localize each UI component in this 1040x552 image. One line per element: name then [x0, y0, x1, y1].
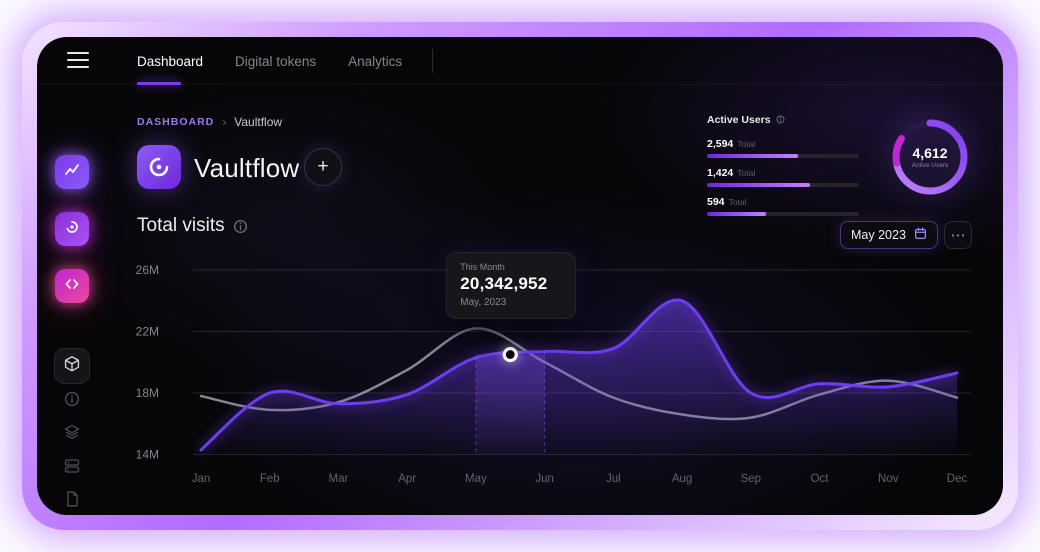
metric-label: Total: [737, 168, 756, 178]
date-range-button[interactable]: May 2023: [840, 221, 938, 249]
progress-track: [707, 183, 859, 187]
sidebar-item-storage[interactable]: [63, 457, 81, 475]
total-visits-label: Total visits: [137, 215, 225, 236]
tooltip-date: May, 2023: [460, 297, 507, 308]
y-axis-label: 26M: [136, 263, 159, 277]
active-users-row: 2,594 Total: [707, 138, 875, 158]
metric-value: 1,424: [707, 167, 734, 179]
chart-marker[interactable]: [502, 346, 518, 363]
breadcrumb: DASHBOARD › Vaultflow: [137, 115, 282, 129]
file-icon: [63, 491, 81, 512]
add-button[interactable]: +: [304, 148, 342, 186]
x-axis-label: Apr: [398, 473, 416, 485]
vaultflow-logo: [137, 145, 181, 189]
info-icon: [63, 391, 81, 412]
progress-track: [707, 154, 859, 158]
info-icon[interactable]: [776, 111, 785, 129]
topbar: Dashboard Digital tokens Analytics: [37, 37, 1003, 85]
x-axis-label: Sep: [741, 473, 761, 485]
code-icon: [64, 276, 80, 297]
tooltip-value: 20,342,952: [460, 274, 548, 293]
x-axis-label: Mar: [329, 473, 349, 485]
total-visits-heading: Total visits: [137, 215, 248, 237]
layers-icon: [63, 424, 81, 445]
tooltip-label: This Month: [460, 262, 505, 272]
sidebar-item-analytics[interactable]: [55, 155, 89, 189]
chart-tooltip: This Month 20,342,952 May, 2023: [446, 252, 577, 319]
x-axis-label: Jul: [606, 473, 621, 485]
progress-fill: [707, 212, 767, 216]
server-icon: [63, 459, 81, 479]
visits-chart-svg: 26M 22M 18M 14M Jan Feb Mar Apr May Jun Jul Aug Sep O…: [136, 263, 971, 485]
active-users-row: 1,424 Total: [707, 167, 875, 187]
y-axis-label: 18M: [136, 386, 159, 400]
active-users-title: Active Users: [707, 114, 771, 126]
series-current-area: [201, 299, 957, 455]
app-window: Dashboard Digital tokens Analytics: [37, 37, 1003, 515]
sidebar: [37, 85, 107, 515]
total-visits-chart: 26M 22M 18M 14M Jan Feb Mar Apr May Jun Jul Aug Sep O…: [97, 252, 977, 504]
x-axis-label: Jan: [192, 473, 211, 485]
x-axis-label: Aug: [672, 473, 692, 485]
sidebar-item-info[interactable]: [63, 390, 81, 408]
date-range-label: May 2023: [851, 228, 906, 242]
x-axis-label: Jun: [535, 473, 554, 485]
x-axis-label: Dec: [947, 473, 968, 485]
more-options-button[interactable]: ⋯: [944, 221, 972, 249]
sidebar-item-tokens[interactable]: [55, 212, 89, 246]
donut-label: Active Users: [911, 162, 949, 169]
tab-dashboard[interactable]: Dashboard: [137, 37, 203, 85]
x-axis-label: Feb: [260, 473, 280, 485]
y-axis-label: 22M: [136, 325, 159, 339]
x-axis-label: May: [465, 473, 487, 485]
info-icon[interactable]: [233, 219, 248, 234]
donut-value: 4,612: [912, 145, 948, 161]
nav-tabs: Dashboard Digital tokens Analytics: [137, 37, 402, 85]
series-current-line: [199, 298, 959, 452]
hamburger-menu-icon[interactable]: [67, 52, 89, 68]
active-users-donut: 4,612 Active Users: [888, 115, 972, 199]
metric-value: 594: [707, 196, 725, 208]
progress-track: [707, 212, 859, 216]
topbar-divider: [432, 49, 433, 73]
page-title: Vaultflow: [194, 153, 300, 183]
glow-frame: Dashboard Digital tokens Analytics: [22, 22, 1018, 530]
breadcrumb-current: Vaultflow: [234, 115, 283, 129]
chart-icon: [64, 162, 80, 183]
calendar-icon: [914, 227, 927, 243]
cube-icon: [63, 355, 81, 378]
active-users-panel: Active Users 2,594 Total 1,424 Total 594 To…: [707, 111, 875, 216]
progress-fill: [707, 183, 811, 187]
sidebar-item-layers[interactable]: [63, 423, 81, 441]
x-axis-label: Nov: [878, 473, 899, 485]
x-axis-label: Oct: [811, 473, 830, 485]
sidebar-item-documents[interactable]: [63, 490, 81, 508]
breadcrumb-dashboard[interactable]: DASHBOARD: [137, 116, 215, 128]
active-users-row: 594 Total: [707, 196, 875, 216]
fingerprint-icon: [64, 219, 80, 240]
progress-fill: [707, 154, 799, 158]
sidebar-item-products[interactable]: [54, 348, 90, 384]
breadcrumb-separator: ›: [222, 115, 227, 129]
metric-value: 2,594: [707, 138, 734, 150]
tab-analytics[interactable]: Analytics: [348, 53, 403, 69]
tab-digital-tokens[interactable]: Digital tokens: [235, 53, 317, 69]
y-axis-label: 14M: [136, 448, 159, 462]
metric-label: Total: [728, 197, 747, 207]
metric-label: Total: [737, 139, 756, 149]
sidebar-item-developer[interactable]: [55, 269, 89, 303]
